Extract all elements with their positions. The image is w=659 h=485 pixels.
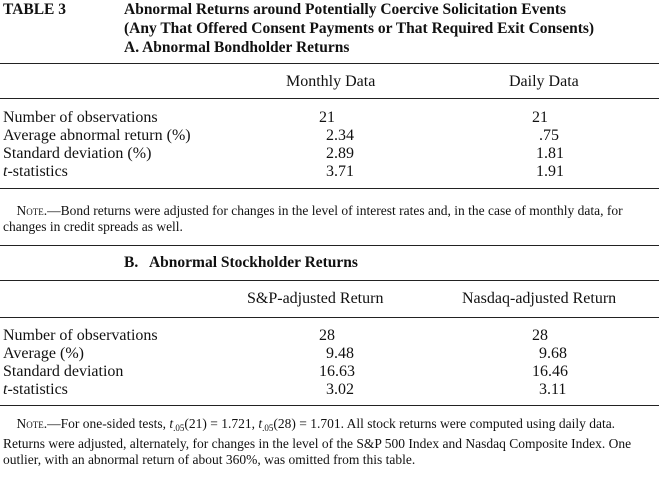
panel-b-cell: 3.02 (326, 381, 354, 398)
panel-a-cell: 3.71 (326, 163, 354, 180)
panel-a-cell: .75 (539, 127, 559, 144)
panel-b-row-label: Standard deviation (3, 363, 124, 380)
panel-b-cell: 16.63 (319, 363, 355, 380)
panel-b-row-label: t-statistics (3, 381, 68, 398)
table-title-line1: Abnormal Returns around Potentially Coer… (124, 1, 567, 18)
panel-a-cell: 1.81 (536, 145, 564, 162)
panel-a-row-label: Number of observations (3, 109, 158, 126)
panel-a-cell: 21 (532, 109, 548, 126)
panel-b-row-label: Number of observations (3, 327, 158, 344)
rule-b-top (0, 245, 659, 247)
rule-a-header (0, 98, 659, 99)
rule-b-heading (0, 280, 659, 281)
rule-top (0, 63, 659, 65)
panel-a-cell: 21 (319, 109, 335, 126)
panel-a-col-daily: Daily Data (509, 73, 579, 90)
panel-b-cell: 28 (319, 327, 335, 344)
panel-b-row-label: Average (%) (3, 345, 84, 362)
table-title-line2: (Any That Offered Consent Payments or Th… (124, 20, 595, 37)
panel-a-row-label: Average abnormal return (%) (3, 127, 191, 144)
rule-a-bottom (0, 188, 659, 190)
panel-b-cell: 3.11 (539, 381, 567, 398)
panel-b-cell: 28 (532, 327, 548, 344)
rule-b-bottom (0, 405, 659, 407)
panel-b-cell: 9.68 (539, 345, 567, 362)
panel-b-col-sp: S&P-adjusted Return (247, 290, 384, 307)
panel-a-cell: 2.89 (326, 145, 354, 162)
panel-b-cell: 16.46 (532, 363, 568, 380)
panel-a-col-monthly: Monthly Data (286, 73, 376, 90)
panel-a-note: Note.—Bond returns were adjusted for cha… (3, 203, 623, 234)
panel-a-row-label: t-statistics (3, 163, 68, 180)
table-label: TABLE 3 (3, 1, 67, 18)
panel-a-heading: A. Abnormal Bondholder Returns (124, 39, 350, 56)
panel-b-cell: 9.48 (326, 345, 354, 362)
panel-b-heading: B. Abnormal Stockholder Returns (124, 254, 358, 271)
rule-b-header (0, 317, 659, 318)
panel-a-cell: 1.91 (536, 163, 564, 180)
panel-b-col-nasdaq: Nasdaq-adjusted Return (462, 290, 617, 307)
panel-b-note: Note.—For one-sided tests, t.05(21) = 1.… (3, 416, 632, 467)
panel-a-cell: 2.34 (326, 127, 354, 144)
panel-a-row-label: Standard deviation (%) (3, 145, 152, 162)
